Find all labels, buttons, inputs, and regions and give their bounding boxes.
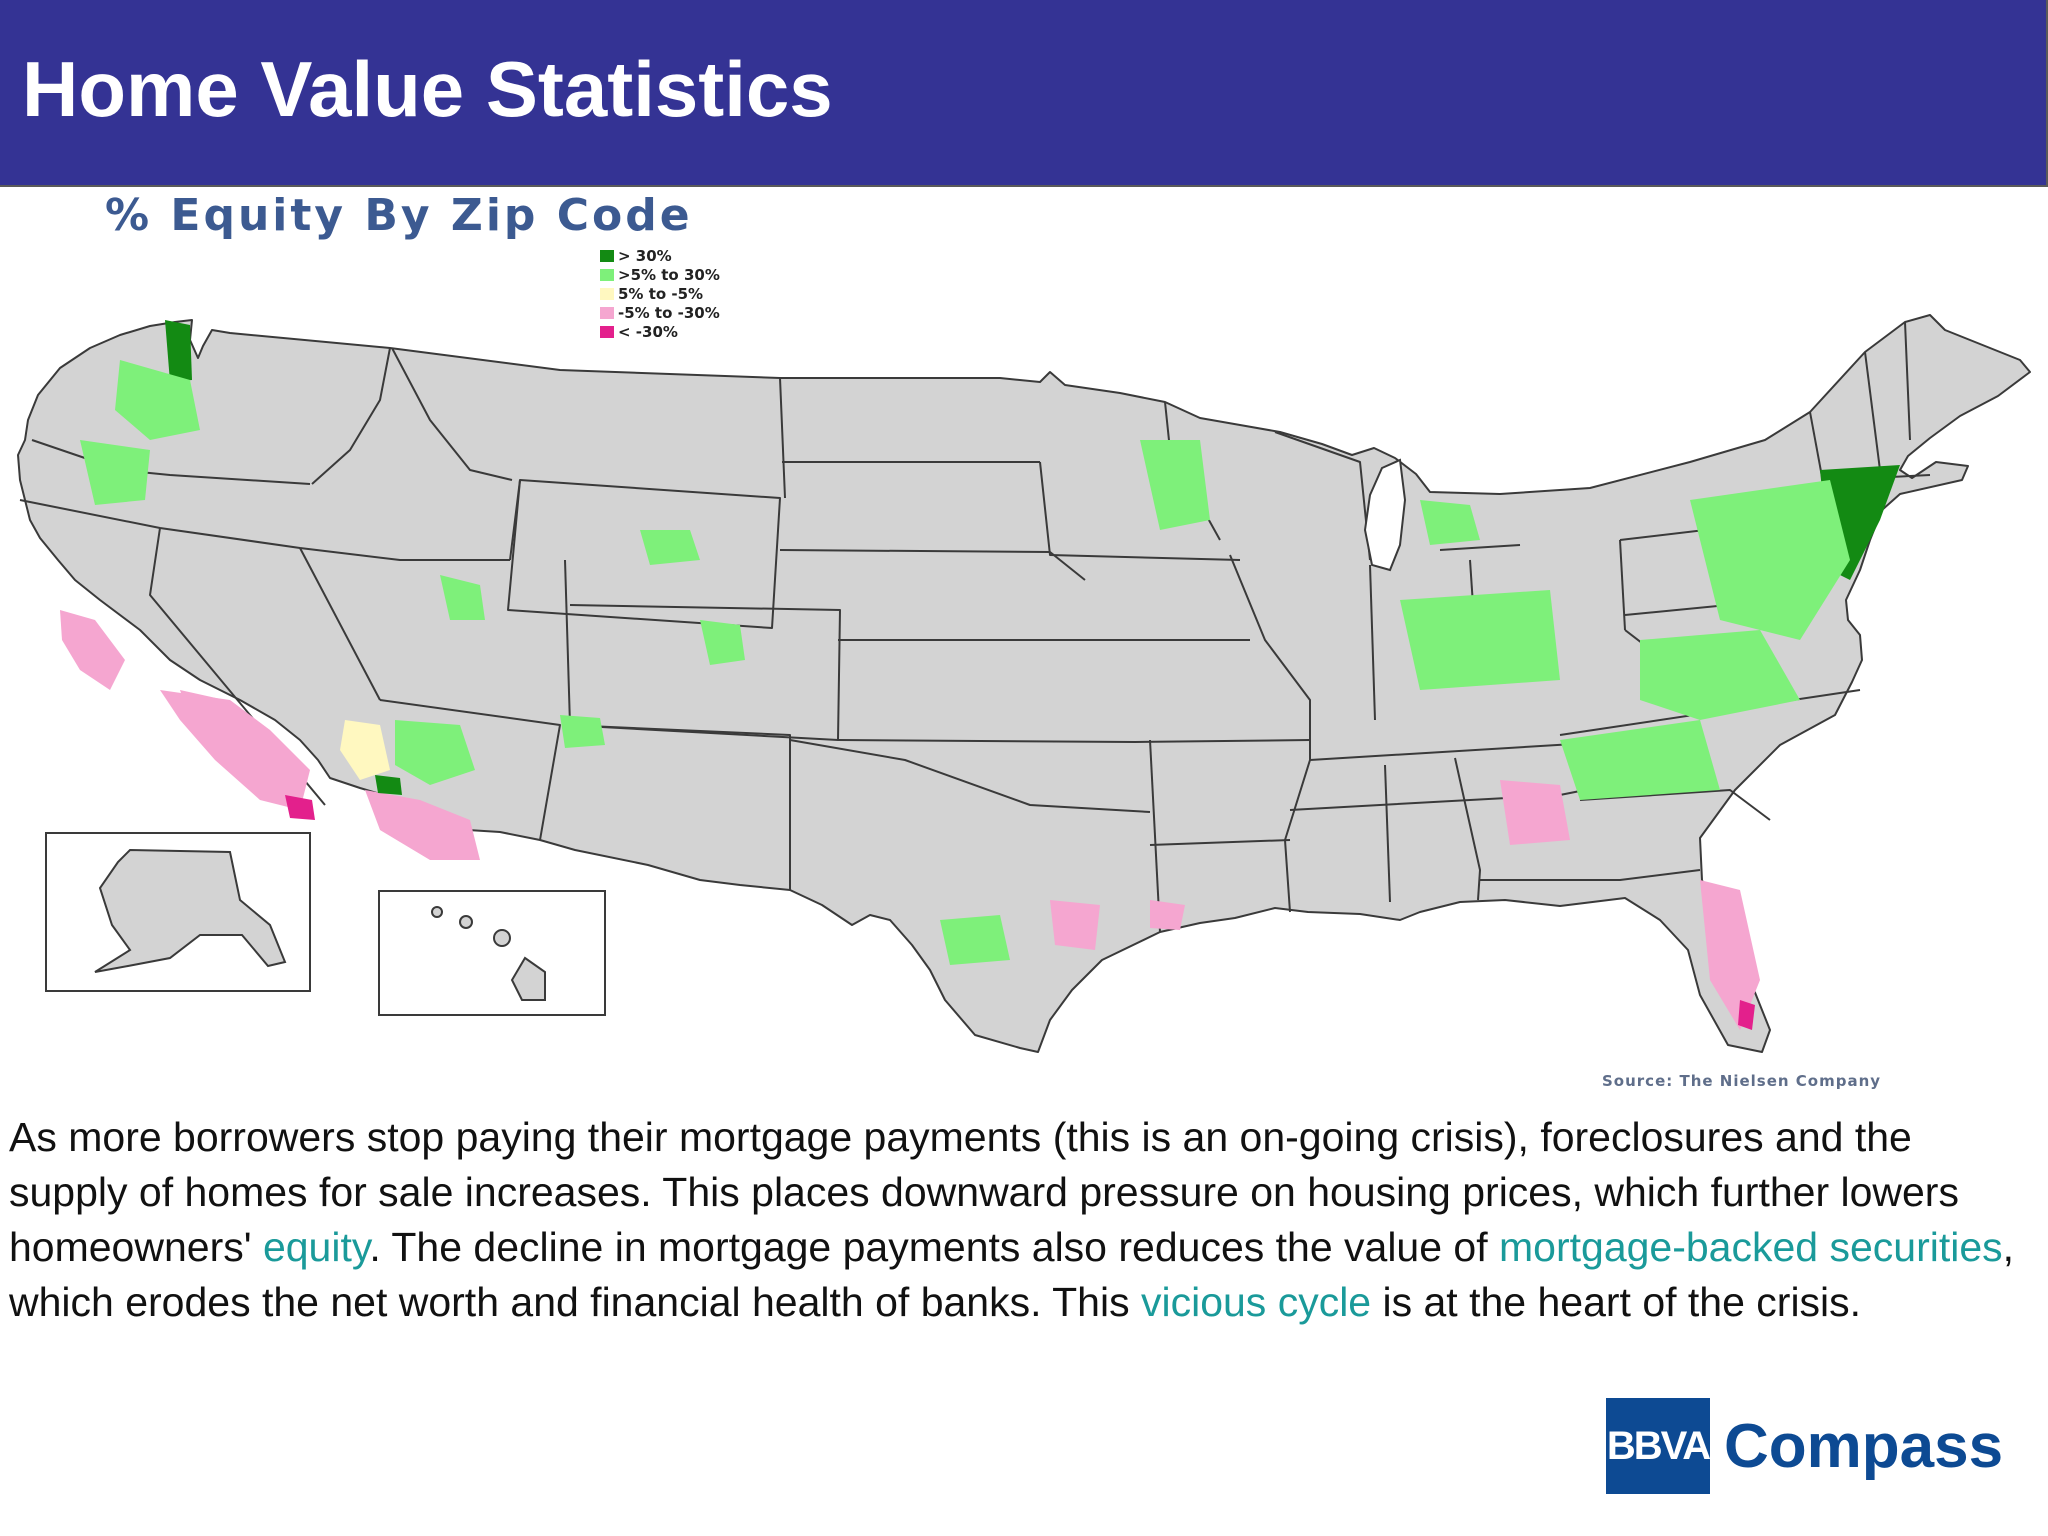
legend-label: > 30% [618,246,672,265]
legend-item-gt30: > 30% [600,246,720,265]
equity-region-nv-green [395,720,475,785]
legend-label: < -30% [618,322,678,341]
border-nv-ut [299,547,381,701]
border-ks-ok [837,739,1136,743]
legend-swatch [600,287,614,300]
hawaii-island-kauai [431,906,443,918]
equity-region-ut-green [560,715,605,748]
legend-item-5to30: >5% to 30% [600,265,720,284]
border-id-west [311,347,391,485]
legend-label: >5% to 30% [618,265,720,284]
legend-item-ltneg30: < -30% [600,322,720,341]
equity-region-carolinas [1560,720,1720,800]
legend-swatch [600,268,614,281]
link-vicious-cycle[interactable]: vicious cycle [1140,1279,1372,1325]
source-note: Source: The Nielsen Company [1602,1072,1882,1090]
legend-swatch [600,306,614,319]
equity-region-lv-dark [375,775,402,795]
hawaii-island-oahu [459,915,473,929]
border-mt-id [391,347,513,481]
equity-region-ut-green-2 [440,575,485,620]
border-tx-east [1149,739,1161,933]
equity-region-ca-coast [60,610,125,690]
logo-wordmark: Compass [1724,1411,2004,1481]
equity-region-la-negative [285,795,315,820]
border-az-nm [379,699,561,841]
border-vt-nh [1864,351,1881,471]
border-ms-al [1384,764,1391,903]
legend-swatch [600,325,614,338]
legend-label: 5% to -5% [618,284,704,303]
equity-region-co-green [700,620,745,665]
equity-region-az-pink [365,790,480,860]
border-mo-ar [1134,739,1311,743]
border-ar-la [1149,839,1291,846]
body-text-segment: , which erodes the net worth and financi… [9,1224,2015,1325]
equity-region-wa-puget [165,320,192,382]
border-il-in [1369,564,1376,721]
inset-frame-hawaii [378,890,606,1016]
equity-region-or-green [80,440,150,505]
legend-item-neutral: 5% to -5% [600,284,720,303]
border-id-ut [299,547,510,561]
hawaii-island-maui [493,929,511,947]
equity-region-northeast-green [1690,480,1850,640]
equity-region-upper-midwest [1140,440,1210,530]
equity-region-florida-pink [1700,880,1760,1030]
link-mortgage-backed-securities[interactable]: mortgage-backed securities [1499,1224,2003,1270]
border-mississippi-river [1229,554,1311,913]
lake-michigan [1363,458,1407,572]
border-ut-co [564,559,571,726]
border-nh-me [1904,321,1911,441]
legend-label: -5% to -30% [618,303,720,322]
border-mn-ia [1039,461,1241,561]
legend-item-neg5to30: -5% to -30% [600,303,720,322]
border-al-ga [1454,757,1481,901]
body-text-segment: . The decline in mortgage payments also … [369,1224,1500,1270]
equity-region-wy-green [640,530,700,565]
equity-regions [60,320,1900,1030]
equity-region-michigan-green [1420,500,1480,545]
hawaii-inset [378,890,606,1016]
border-nm [564,724,791,890]
equity-region-gulf-pink [1150,900,1185,930]
equity-region-ca-central [180,690,255,760]
body-text-segment: As more borrowers stop paying their mort… [9,1114,1959,1270]
border-co [564,604,841,741]
equity-region-texas-pink [1050,900,1100,950]
equity-region-az-yellow [340,720,390,780]
link-equity[interactable]: equity [262,1224,370,1270]
border-mt-nd [779,377,786,499]
equity-region-wa-green [115,360,200,440]
map-title: % Equity By Zip Code [105,190,693,241]
body-paragraph: As more borrowers stop paying their mort… [9,1110,2039,1330]
hawaii-island-big [510,956,546,1001]
map-legend: > 30% >5% to 30% 5% to -5% -5% to -30% <… [600,246,720,341]
logo-box: BBVA [1606,1398,1711,1494]
us-equity-map [17,314,2031,1053]
slide-title: Home Value Statistics [22,45,833,133]
bbva-compass-logo: BBVA Compass [1606,1398,2003,1494]
equity-region-texas-green [940,915,1010,965]
conterminous-us-landmass [17,314,2031,1053]
equity-region-mid-atlantic [1640,630,1800,720]
border-nc-sc [1579,789,1771,821]
equity-region-ohio-valley [1400,590,1560,690]
border-ga-fl [1480,869,1701,881]
border-oh-pa [1619,539,1626,631]
legend-swatch [600,249,614,262]
alaska-shape [94,848,287,973]
equity-region-florida-hot [1738,1000,1755,1030]
border-mi-oh [1439,544,1521,551]
alaska-inset [45,832,311,992]
body-text-segment: is at the heart of the crisis. [1371,1279,1862,1325]
equity-region-georgia-mix [1500,780,1570,845]
border-ok-tx [789,739,1151,813]
border-wy [507,479,781,629]
title-bar: Home Value Statistics [0,0,2048,187]
